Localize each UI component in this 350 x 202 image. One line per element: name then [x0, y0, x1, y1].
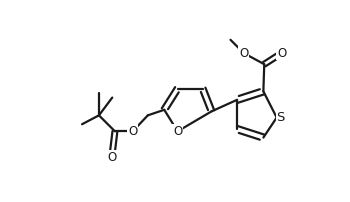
Text: O: O — [239, 47, 248, 60]
Text: O: O — [107, 151, 117, 164]
Text: O: O — [128, 125, 137, 138]
Text: O: O — [277, 47, 286, 60]
Text: O: O — [173, 125, 182, 138]
Text: S: S — [276, 111, 285, 124]
